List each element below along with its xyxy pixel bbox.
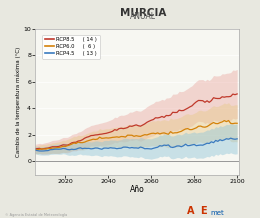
Text: met: met bbox=[211, 210, 224, 216]
X-axis label: Año: Año bbox=[130, 185, 145, 194]
Text: MURCIA: MURCIA bbox=[120, 8, 166, 18]
Text: © Agencia Estatal de Meteorología: © Agencia Estatal de Meteorología bbox=[5, 213, 67, 217]
Text: ANUAL: ANUAL bbox=[130, 12, 156, 21]
Y-axis label: Cambio de la temperatura máxima (°C): Cambio de la temperatura máxima (°C) bbox=[15, 47, 21, 157]
Text: A: A bbox=[187, 206, 195, 216]
Legend: RCP8.5     ( 14 ), RCP6.0     (  6 ), RCP4.5     ( 13 ): RCP8.5 ( 14 ), RCP6.0 ( 6 ), RCP4.5 ( 13… bbox=[42, 34, 100, 58]
Text: E: E bbox=[200, 206, 207, 216]
